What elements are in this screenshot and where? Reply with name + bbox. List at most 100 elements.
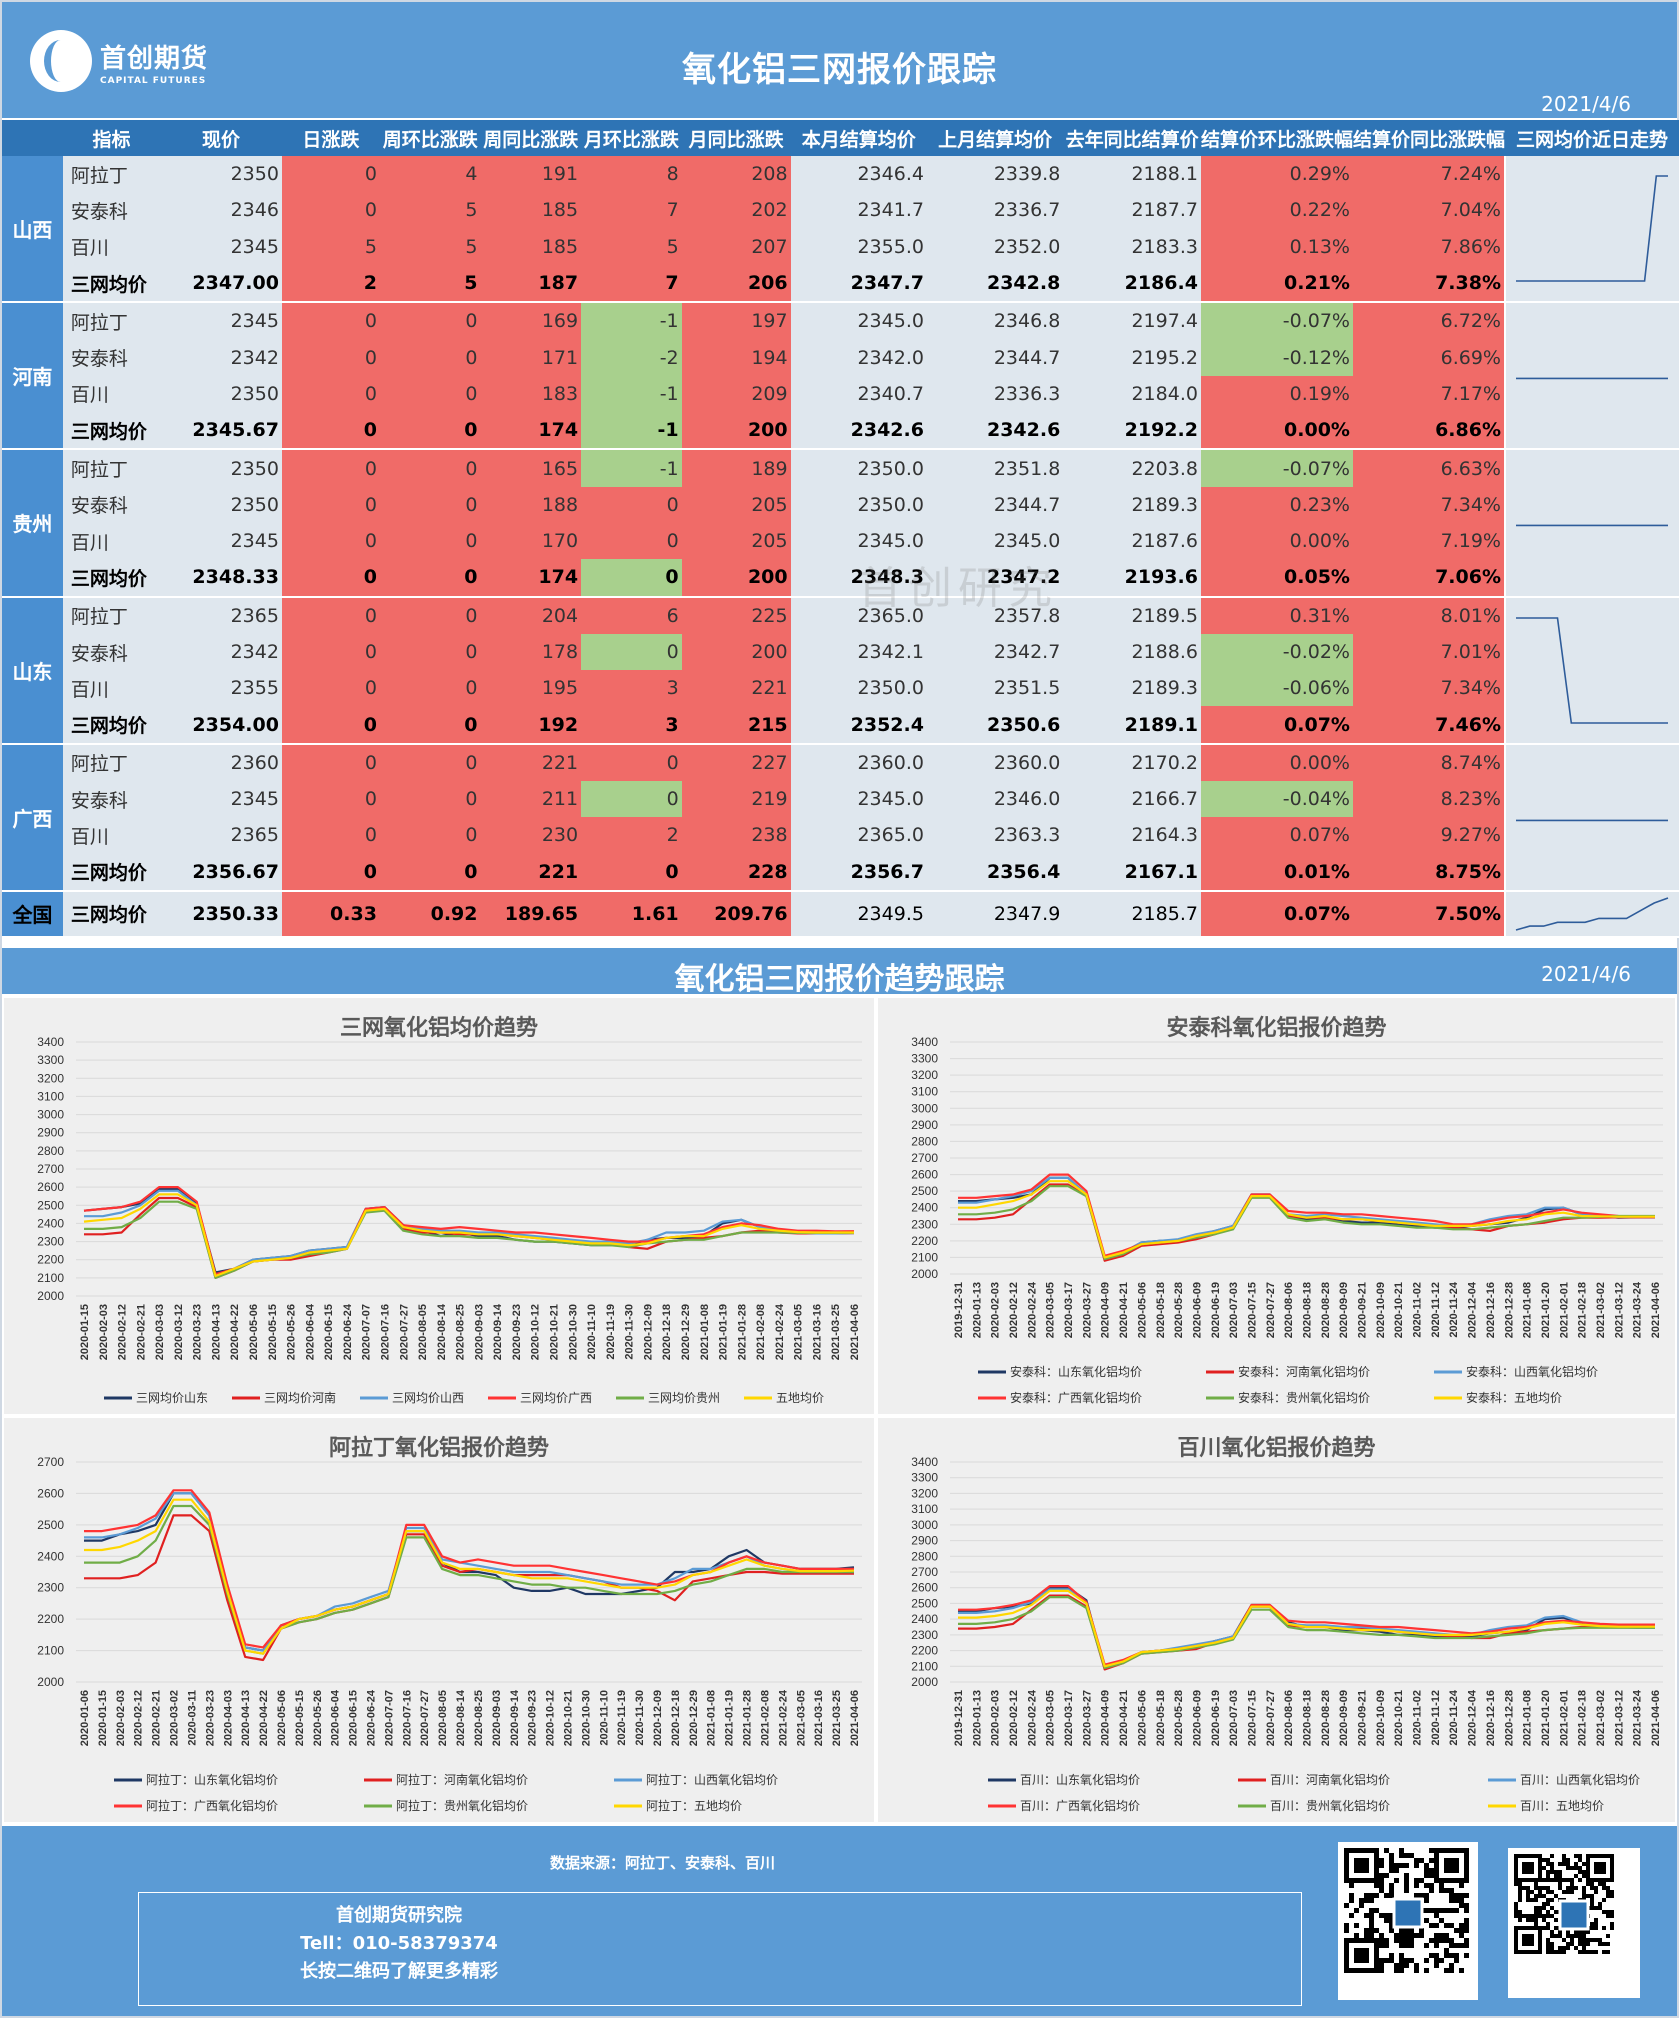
x-tick-label: 2020-06-15 — [323, 1304, 335, 1360]
x-tick-label: 2020-10-21 — [1393, 1282, 1405, 1338]
y-tick-label: 2600 — [37, 1180, 64, 1194]
table-cell: 2352.0 — [926, 228, 1064, 265]
x-tick-label: 2020-07-27 — [1265, 1690, 1277, 1746]
table-cell: 2350 — [160, 449, 282, 487]
x-tick-label: 2020-08-25 — [473, 1690, 485, 1746]
table-cell: 0.29% — [1200, 156, 1353, 193]
source-name: 安泰科 — [62, 781, 161, 818]
sparkline-cell — [1503, 890, 1679, 938]
column-header: 月同比涨跌 — [681, 120, 791, 156]
table-cell: 5 — [281, 228, 380, 265]
table-cell: 2345 — [160, 302, 282, 340]
table-cell: 0 — [281, 302, 380, 340]
table-cell: 2360.0 — [790, 743, 927, 782]
header-bar: 首创期货 CAPITAL FUTURES 氧化铝三网报价跟踪 2021/4/6 — [2, 2, 1677, 118]
x-tick-label: 2020-03-05 — [1045, 1690, 1057, 1746]
table-cell: 219 — [681, 781, 791, 818]
table-cell: 0 — [281, 522, 380, 560]
table-cell: 5 — [581, 228, 682, 265]
table-cell: 185 — [480, 192, 582, 229]
x-tick-label: 2020-07-27 — [1265, 1282, 1277, 1338]
report-date: 2021/4/6 — [1541, 92, 1631, 116]
x-tick-label: 2020-08-28 — [1320, 1690, 1332, 1746]
x-tick-label: 2020-11-10 — [586, 1304, 598, 1360]
table-row: 山西 阿拉丁 2350 0 4 191 8 208 2346.4 2339.8 2188.1 0.29… — [2, 156, 1679, 304]
table-cell: 5 — [379, 192, 481, 229]
x-tick-label: 2021-03-02 — [1595, 1690, 1607, 1746]
table-cell: 8.01% — [1352, 596, 1505, 634]
trend-title: 氧化铝三网报价趋势跟踪 — [674, 962, 1005, 997]
qr-pattern — [1344, 1848, 1469, 1973]
x-tick-label: 2021-01-28 — [736, 1304, 748, 1360]
x-tick-label: 2020-10-21 — [562, 1690, 574, 1746]
table-cell: 2350 — [160, 486, 282, 523]
table-cell: 6.86% — [1352, 412, 1505, 451]
table-cell: 2197.4 — [1063, 302, 1201, 340]
table-cell: 7.17% — [1352, 375, 1505, 413]
sparkline-山东 — [1515, 616, 1668, 724]
column-header: 去年同比结算价 — [1063, 120, 1201, 156]
x-tick-label: 2020-07-15 — [1246, 1282, 1258, 1338]
table-cell: 7.06% — [1352, 559, 1505, 598]
table-cell: 2347.7 — [790, 264, 927, 304]
x-tick-label: 2021-04-06 — [1650, 1282, 1662, 1338]
x-tick-label: 2021-04-06 — [1650, 1690, 1662, 1746]
table-cell: 0 — [581, 743, 682, 782]
x-tick-label: 2020-11-30 — [624, 1304, 636, 1360]
table-cell: 1.61 — [581, 890, 682, 938]
x-tick-label: 2020-06-04 — [330, 1689, 342, 1746]
x-tick-label: 2020-05-28 — [1173, 1282, 1185, 1338]
x-tick-label: 2020-06-15 — [348, 1690, 360, 1746]
table-cell: 7 — [581, 264, 682, 304]
x-tick-label: 2020-03-27 — [1081, 1282, 1093, 1338]
y-tick-label: 2400 — [37, 1216, 64, 1230]
table-cell: 2350.33 — [160, 890, 282, 938]
table-row: 三网均价 2354.00 0 0 192 3 215 2352.4 2350.6 2189.1 0.… — [2, 706, 1679, 745]
sparkline-全国 — [1515, 897, 1669, 931]
x-tick-label: 2020-05-26 — [312, 1690, 324, 1746]
table-cell: 0 — [581, 781, 682, 818]
table-cell: 227 — [681, 743, 791, 782]
column-header: 月环比涨跌 — [581, 120, 682, 156]
source-name: 安泰科 — [62, 339, 161, 376]
table-cell: 0 — [281, 853, 380, 892]
legend-entry: 百川：五地均价 — [1520, 1799, 1604, 1813]
x-tick-label: 2020-11-19 — [616, 1690, 628, 1746]
table-cell: 188 — [480, 486, 582, 523]
table-cell: 2342.7 — [926, 633, 1064, 671]
x-tick-label: 2020-06-24 — [342, 1303, 354, 1360]
x-tick-label: 2020-12-04 — [1467, 1689, 1479, 1746]
table-cell: 0 — [281, 633, 380, 671]
table-cell: 211 — [480, 781, 582, 818]
table-cell: 2186.4 — [1063, 264, 1201, 304]
source-name: 百川 — [62, 670, 161, 707]
province-label: 山西 — [2, 156, 63, 304]
table-cell: 230 — [480, 817, 582, 854]
y-tick-label: 2800 — [911, 1549, 938, 1563]
sparkline-path — [1515, 897, 1669, 931]
source-name: 安泰科 — [62, 192, 161, 229]
x-tick-label: 2020-06-24 — [366, 1689, 378, 1746]
qr-code-icon[interactable] — [1338, 1842, 1478, 2000]
x-tick-label: 2020-05-06 — [1136, 1282, 1148, 1338]
table-cell: 221 — [681, 670, 791, 707]
column-header: 指标 — [62, 120, 161, 156]
x-tick-label: 2020-06-19 — [1210, 1282, 1222, 1338]
x-tick-label: 2020-05-15 — [267, 1304, 279, 1360]
qr-code-icon[interactable] — [1508, 1848, 1640, 1998]
table-cell: 7.46% — [1352, 706, 1505, 745]
table-cell: -1 — [581, 449, 682, 487]
x-tick-label: 2020-03-12 — [173, 1304, 185, 1360]
y-tick-label: 3100 — [911, 1085, 938, 1099]
table-cell: 208 — [681, 156, 791, 193]
x-tick-label: 2020-10-12 — [545, 1690, 557, 1746]
y-tick-label: 3300 — [37, 1053, 64, 1067]
x-tick-label: 2020-11-24 — [1448, 1689, 1460, 1746]
table-cell: 2345.0 — [790, 302, 927, 340]
table-cell: 6.72% — [1352, 302, 1505, 340]
source-name: 三网均价 — [62, 890, 161, 938]
y-tick-label: 2500 — [37, 1518, 64, 1532]
table-cell: 2342.6 — [926, 412, 1064, 451]
table-cell: 3 — [581, 670, 682, 707]
